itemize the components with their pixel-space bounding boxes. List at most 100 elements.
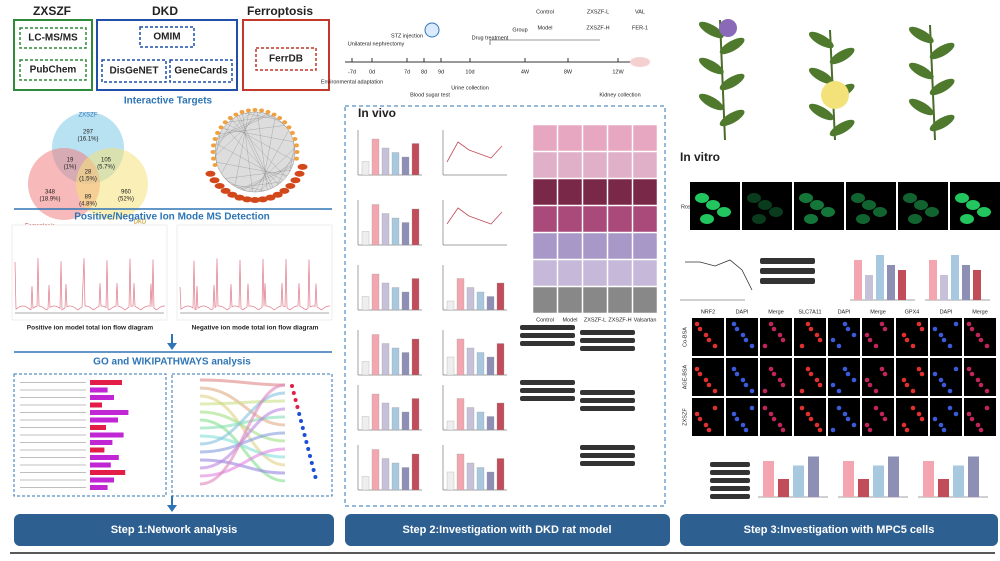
panel-bar [361,476,370,491]
go-bar [90,477,114,483]
if-cell [743,427,749,433]
histology-tile [532,178,558,206]
network-node [209,177,220,184]
if-cell [966,321,972,327]
network-node [297,163,308,170]
blot-band [710,494,750,499]
network-node [245,108,251,113]
network-node [227,191,238,198]
if-cell [882,326,888,332]
network-node [265,194,276,201]
venn-count: 960 [121,190,132,196]
sankey-flow [199,394,286,467]
ros-cell [810,200,824,210]
source-box [139,26,195,48]
if-cell [953,411,959,417]
panel-bar [371,393,380,431]
timeline-day: 9d [438,69,444,75]
venn-count: 297 [83,130,94,136]
if-cell [966,366,972,372]
network-node [218,125,224,130]
network-node [289,130,295,135]
panel-bar [940,275,948,300]
plant-leaf [698,93,724,111]
timeline-day: 12W [612,69,624,75]
go-title: GO and WIKIPATHWAYS analysis [93,357,251,368]
panel-bar [446,420,455,431]
blot-band [580,453,635,458]
step-banner [345,514,670,546]
go-bar [90,485,108,490]
source-label: LC-MS/MS [28,33,78,44]
if-cell [938,422,944,428]
network-node [257,196,268,203]
venn-label: ZXSZF [79,113,98,119]
rat-icon [630,57,650,67]
if-column: Merge [972,309,988,315]
group-bracket [489,39,600,45]
network-edge [225,170,291,179]
network-edge [226,180,247,192]
if-cell [938,332,944,338]
if-cell [749,405,755,411]
panel-bar [476,411,485,431]
plant-leaf [908,98,934,116]
step-label: Step 3:Investigation with MPC5 cells [744,524,935,536]
panel-bar [763,461,774,497]
ms-caption: Positive ion model total ion flow diagra… [27,325,154,332]
in-vivo-panel [344,105,666,507]
if-cell [904,337,910,343]
panel-bar [486,356,495,376]
histology-tile [607,205,633,233]
panel-bar [446,471,455,491]
if-cell [901,377,907,383]
histology-column: Valsartan [634,317,657,323]
histology-tile [607,124,633,152]
if-cell [836,343,842,349]
network-node [234,194,245,201]
if-cell [969,326,975,332]
blot-band [710,470,750,475]
network-edge [248,147,295,192]
network-node [294,150,300,154]
if-cell [799,388,805,394]
plant-leaf [908,62,934,80]
plant-leaf [698,57,724,75]
if-cell [916,366,922,372]
histology-column: Model [563,317,578,323]
if-tile [862,358,894,396]
histology-tile [632,232,658,260]
panel-bar [808,456,819,497]
timeline-day: 7d [404,69,410,75]
if-row: AGE-BSA [682,364,688,389]
if-cell [743,337,749,343]
if-cell [978,427,984,433]
if-cell [734,326,740,332]
spectrum-trace [14,258,166,311]
plant-leaf [929,42,955,60]
go-bar [90,455,119,460]
ros-cell [747,193,761,203]
group-name: ZXSZF-H [586,25,609,31]
in-vivo-title: In vivo [358,106,396,120]
histology-tile [582,124,608,152]
if-cell [814,332,820,338]
ros-cell [851,193,865,203]
if-cell [731,411,737,417]
network-edge [217,113,268,138]
panel-bar [486,296,495,311]
source-label: GeneCards [174,66,228,77]
if-tile [692,358,724,396]
in-vitro-title: In vitro [680,150,720,164]
if-cell [712,343,718,349]
panel-bar [466,347,475,376]
blot-band [580,346,635,351]
ros-cell [769,207,783,217]
plant-leaf [808,103,834,121]
if-cell [842,321,848,327]
ros-cell [856,214,870,224]
panel-bar [466,462,475,491]
ferroptosis-box [242,19,330,91]
panel-bar [401,411,410,431]
zxszf-box [13,19,93,91]
